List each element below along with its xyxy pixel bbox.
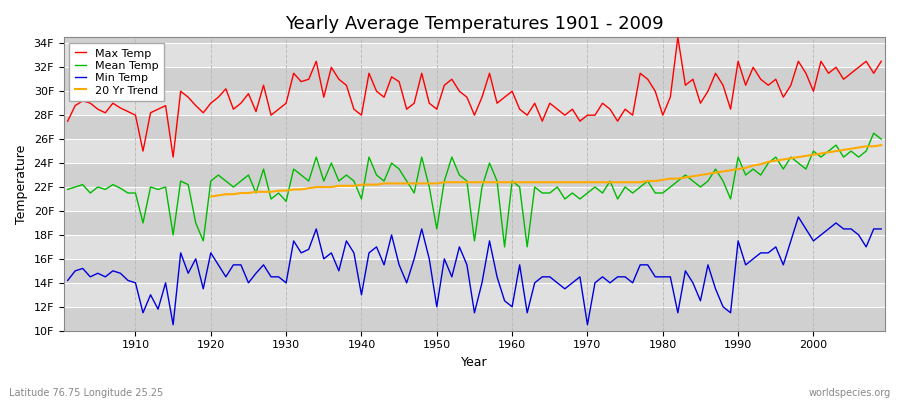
Mean Temp <box>334 179 345 184</box>
Min Temp <box>167 322 178 327</box>
Bar <box>64 211 885 235</box>
Min Temp <box>296 250 307 255</box>
Bar <box>64 115 885 139</box>
Max Temp <box>122 109 133 114</box>
Mean Temp <box>868 131 879 136</box>
Max Temp <box>62 119 73 124</box>
Mean Temp <box>122 191 133 196</box>
X-axis label: Year: Year <box>461 356 488 369</box>
Bar <box>64 67 885 91</box>
20 Yr Trend <box>846 146 857 151</box>
Line: Mean Temp: Mean Temp <box>68 133 881 247</box>
Mean Temp <box>514 185 525 190</box>
20 Yr Trend <box>876 143 886 148</box>
Min Temp <box>62 278 73 283</box>
Mean Temp <box>605 179 616 184</box>
Bar <box>64 139 885 163</box>
Max Temp <box>876 59 886 64</box>
20 Yr Trend <box>778 157 788 162</box>
Min Temp <box>507 304 517 309</box>
Max Temp <box>514 107 525 112</box>
Mean Temp <box>62 187 73 192</box>
Max Temp <box>507 89 517 94</box>
Min Temp <box>514 262 525 267</box>
Bar <box>64 19 885 43</box>
Mean Temp <box>500 244 510 249</box>
Max Temp <box>341 83 352 88</box>
Line: Max Temp: Max Temp <box>68 37 881 157</box>
Y-axis label: Temperature: Temperature <box>15 144 28 224</box>
Min Temp <box>605 280 616 285</box>
20 Yr Trend <box>672 176 683 181</box>
Max Temp <box>296 79 307 84</box>
Bar <box>64 307 885 331</box>
Text: Latitude 76.75 Longitude 25.25: Latitude 76.75 Longitude 25.25 <box>9 388 163 398</box>
Line: 20 Yr Trend: 20 Yr Trend <box>211 145 881 197</box>
Min Temp <box>876 226 886 231</box>
Mean Temp <box>288 167 299 172</box>
Bar <box>64 283 885 307</box>
20 Yr Trend <box>763 160 774 164</box>
20 Yr Trend <box>296 187 307 192</box>
Bar <box>64 91 885 115</box>
Min Temp <box>341 238 352 243</box>
Title: Yearly Average Temperatures 1901 - 2009: Yearly Average Temperatures 1901 - 2009 <box>285 15 664 33</box>
Min Temp <box>793 214 804 219</box>
20 Yr Trend <box>409 181 419 186</box>
Bar <box>64 259 885 283</box>
Legend: Max Temp, Mean Temp, Min Temp, 20 Yr Trend: Max Temp, Mean Temp, Min Temp, 20 Yr Tre… <box>69 43 164 101</box>
Line: Min Temp: Min Temp <box>68 217 881 325</box>
Mean Temp <box>876 137 886 142</box>
Max Temp <box>167 155 178 160</box>
Text: worldspecies.org: worldspecies.org <box>809 388 891 398</box>
Max Temp <box>605 107 616 112</box>
Bar <box>64 187 885 211</box>
Bar <box>64 43 885 67</box>
Bar <box>64 235 885 259</box>
20 Yr Trend <box>205 194 216 199</box>
Max Temp <box>672 35 683 40</box>
Mean Temp <box>507 179 517 184</box>
Bar <box>64 163 885 187</box>
Min Temp <box>122 278 133 283</box>
